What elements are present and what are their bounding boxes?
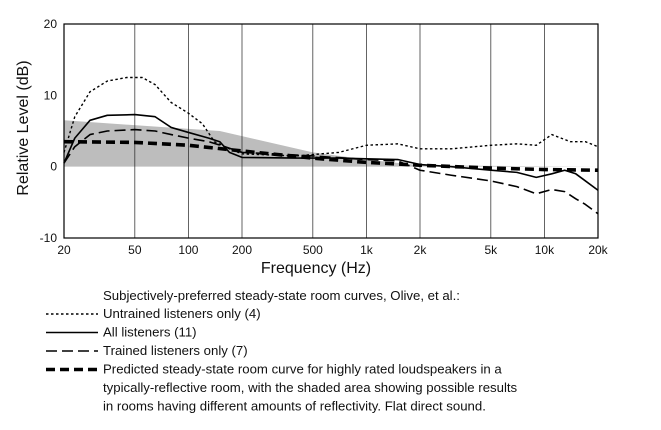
series-line-dotted — [63, 76, 599, 157]
shaded-band-layer — [64, 120, 598, 167]
legend-entry-label: All listeners (11) — [103, 325, 197, 340]
legend-entry-label: Trained listeners only (7) — [103, 343, 248, 358]
legend: Subjectively-preferred steady-state room… — [46, 288, 518, 414]
y-tick-label: -10 — [40, 231, 58, 245]
x-tick-label: 20 — [57, 243, 71, 257]
y-tick-label: 0 — [50, 160, 57, 174]
x-tick-label: 50 — [128, 243, 142, 257]
legend-entry-label: Untrained listeners only (4) — [103, 306, 261, 321]
legend-entry-label: Predicted steady-state room curve for hi… — [103, 362, 502, 377]
shaded-band — [64, 120, 598, 167]
x-tick-label: 100 — [178, 243, 198, 257]
series-line-heavy-dashed — [63, 139, 599, 173]
y-tick-label: 10 — [44, 88, 58, 102]
x-tick-label: 200 — [232, 243, 252, 257]
x-tick-label: 2k — [414, 243, 428, 257]
series-line-dashed — [63, 128, 599, 215]
legend-entry-label: typically-reflective room, with the shad… — [103, 380, 518, 395]
x-tick-label: 500 — [303, 243, 323, 257]
legend-entry-label: in rooms having different amounts of ref… — [103, 399, 486, 414]
x-tick-label: 20k — [588, 243, 608, 257]
series-layer — [63, 76, 599, 215]
x-tick-label: 10k — [535, 243, 555, 257]
y-axis-title: Relative Level (dB) — [15, 60, 32, 195]
y-tick-label: 20 — [44, 17, 58, 31]
x-tick-label: 5k — [484, 243, 498, 257]
legend-heading: Subjectively-preferred steady-state room… — [103, 288, 460, 303]
plot-frame — [63, 23, 599, 239]
x-axis-title: Frequency (Hz) — [261, 260, 371, 277]
x-tick-label: 1k — [360, 243, 374, 257]
